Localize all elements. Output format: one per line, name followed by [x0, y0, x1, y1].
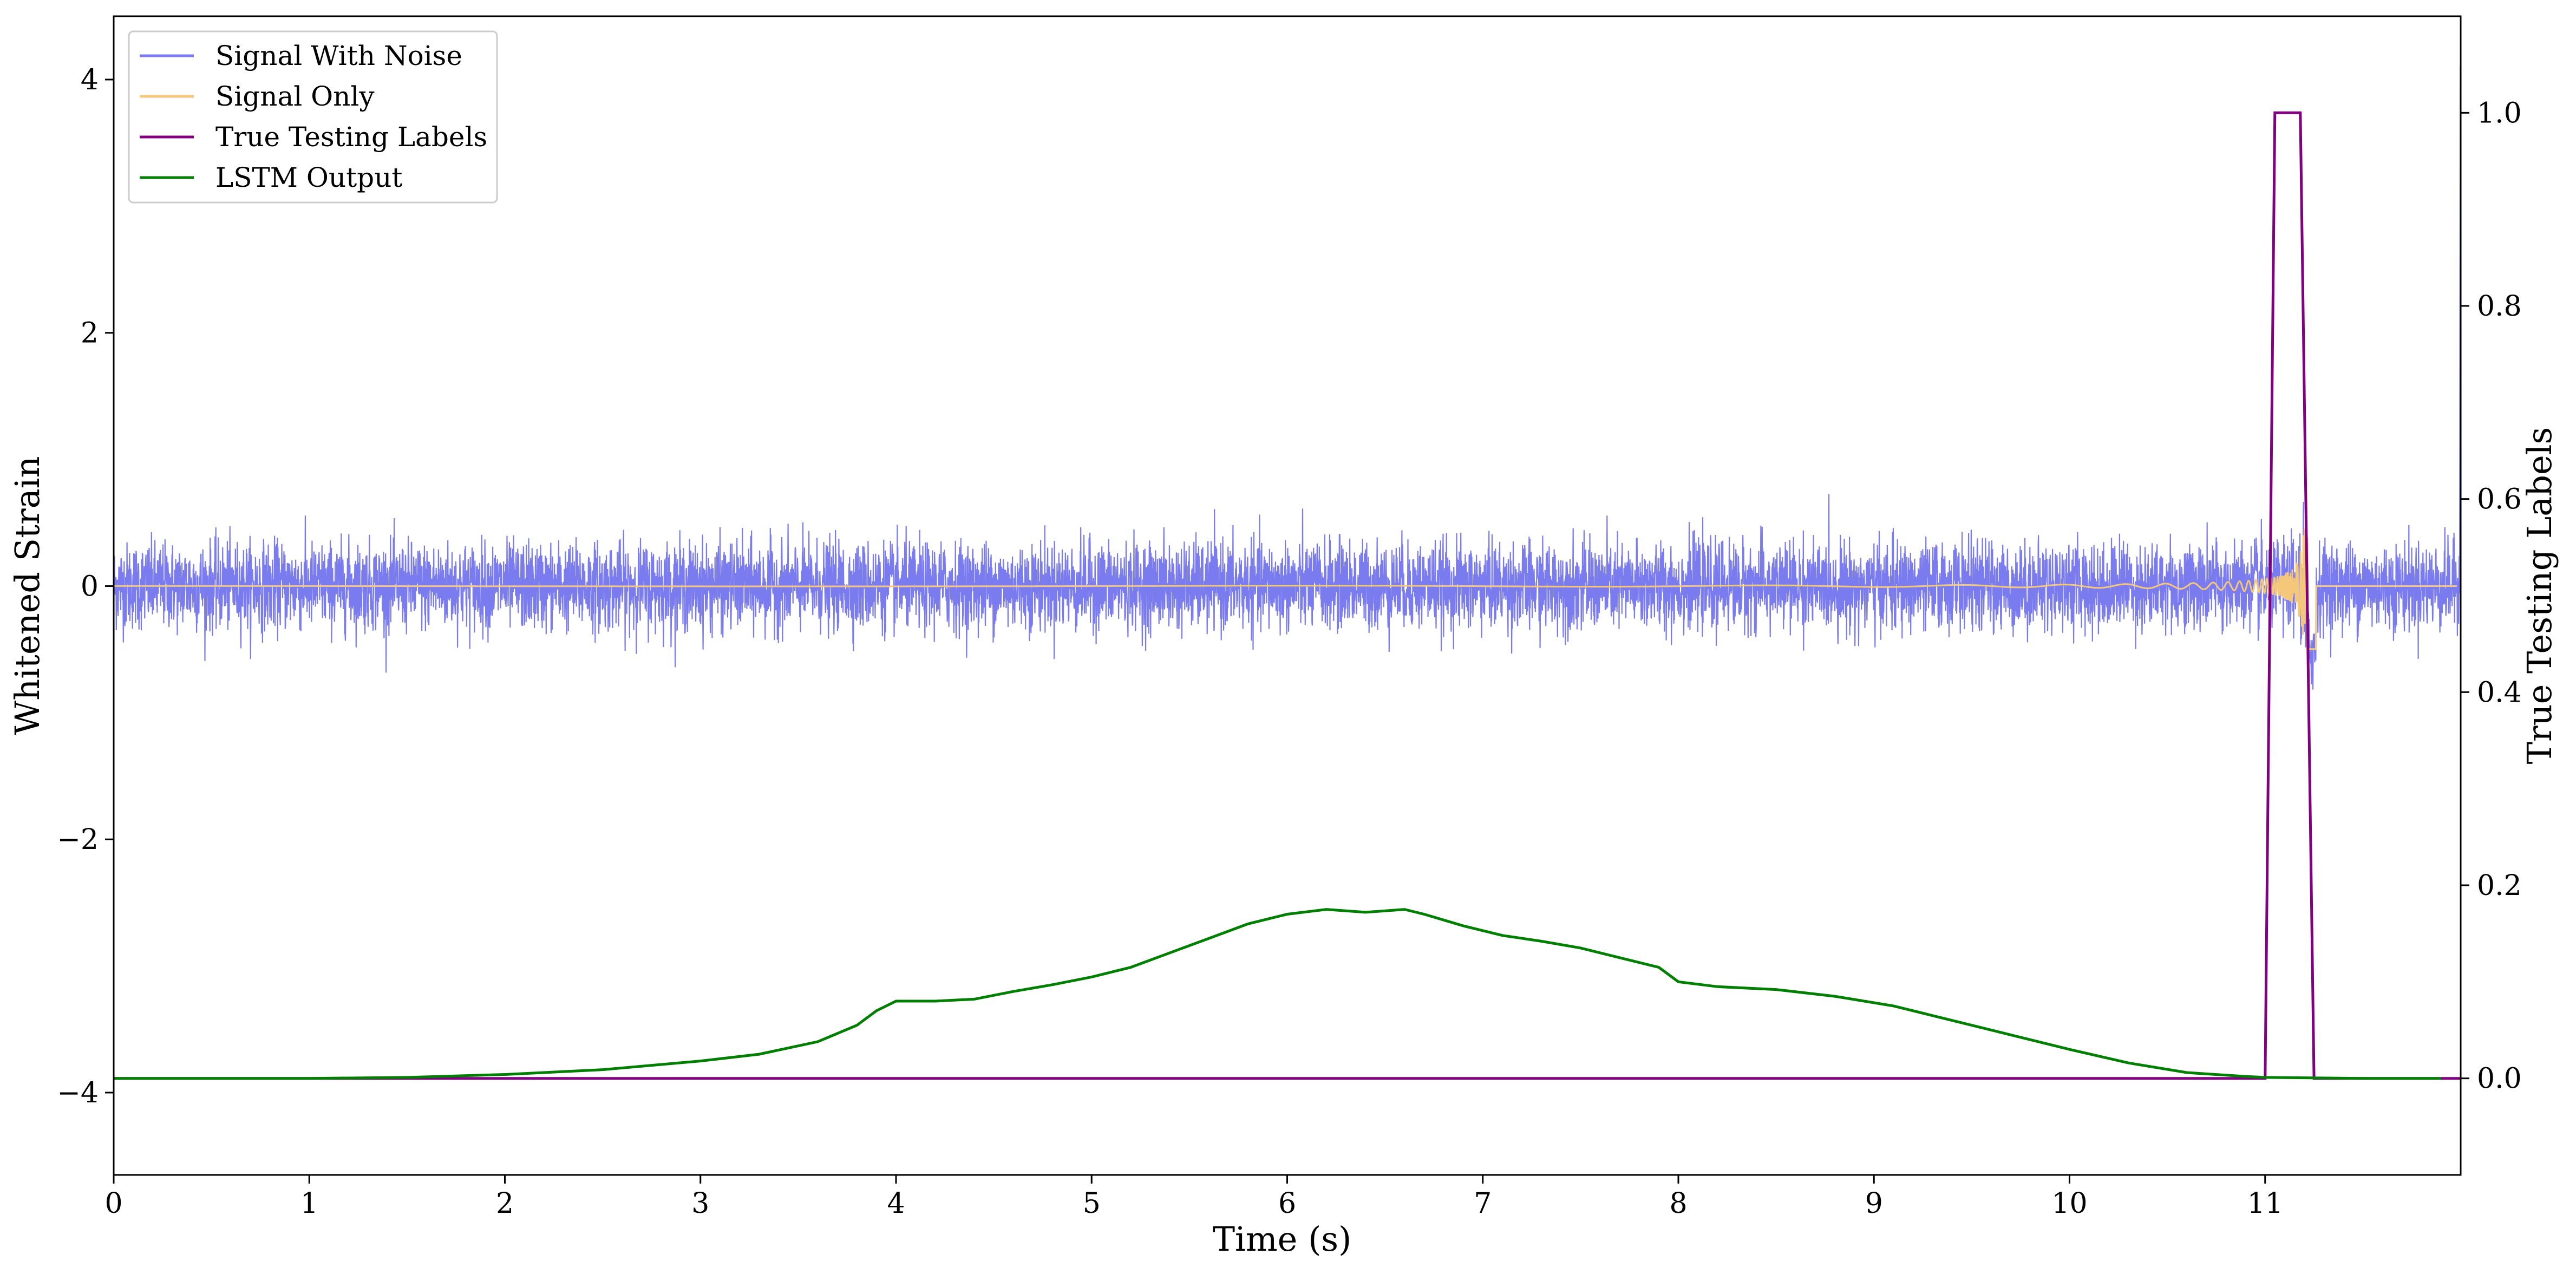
x-tick-label: 8 [1669, 1187, 1687, 1220]
x-tick-label: 4 [887, 1187, 905, 1220]
y-left-tick-label: 0 [81, 570, 99, 603]
series-signal-only-line [114, 521, 2457, 650]
y-right-axis-title: True Testing Labels [2520, 427, 2559, 765]
y-right-tick-label: 0.4 [2477, 676, 2522, 709]
series-signal-with-noise-line [113, 67, 2461, 1068]
x-axis-title: Time (s) [1213, 1219, 1352, 1259]
legend-box [128, 30, 498, 204]
x-tick-label: 3 [691, 1187, 709, 1220]
y-right-axis: 1.0 0.8 0.6 0.4 0.2 0.0 [2461, 97, 2522, 1095]
x-tick-label: 5 [1083, 1187, 1101, 1220]
x-tick-label: 11 [2247, 1187, 2283, 1220]
y-left-tick-label: 2 [81, 317, 99, 350]
series-layer [113, 67, 2461, 1080]
y-right-tick-label: 1.0 [2477, 97, 2522, 129]
plot-area [113, 15, 2462, 1176]
y-right-tick-label: 0.6 [2477, 484, 2522, 516]
y-left-axis-title: Whitened Strain [8, 456, 47, 735]
x-tick-label: 0 [104, 1187, 122, 1220]
y-right-tick-label: 0.0 [2477, 1063, 2522, 1095]
y-right-tick-label: 0.2 [2477, 870, 2522, 902]
y-left-tick-label: −2 [57, 824, 99, 856]
x-tick-label: 10 [2051, 1187, 2087, 1220]
legend: Signal With Noise Signal Only True Testing… [128, 30, 498, 204]
x-tick-label: 7 [1474, 1187, 1492, 1220]
legend-true-testing-labels-label: True Testing Labels [215, 121, 487, 153]
legend-signal-only-label: Signal Only [215, 81, 375, 112]
x-tick-label: 9 [1865, 1187, 1883, 1220]
y-left-tick-label: −4 [57, 1077, 99, 1109]
x-tick-label: 2 [496, 1187, 514, 1220]
legend-signal-with-noise-label: Signal With Noise [215, 40, 462, 71]
x-axis: 0 1 2 3 4 5 6 7 8 9 10 11 [104, 1175, 2283, 1220]
x-tick-label: 1 [300, 1187, 318, 1220]
y-left-axis: 4 2 0 −2 −4 [57, 64, 114, 1109]
y-right-tick-label: 0.8 [2477, 290, 2522, 323]
legend-lstm-output-label: LSTM Output [215, 162, 402, 193]
series-lstm-output-line [114, 908, 2441, 1080]
y-left-tick-label: 4 [81, 64, 99, 96]
x-tick-label: 6 [1278, 1187, 1296, 1220]
